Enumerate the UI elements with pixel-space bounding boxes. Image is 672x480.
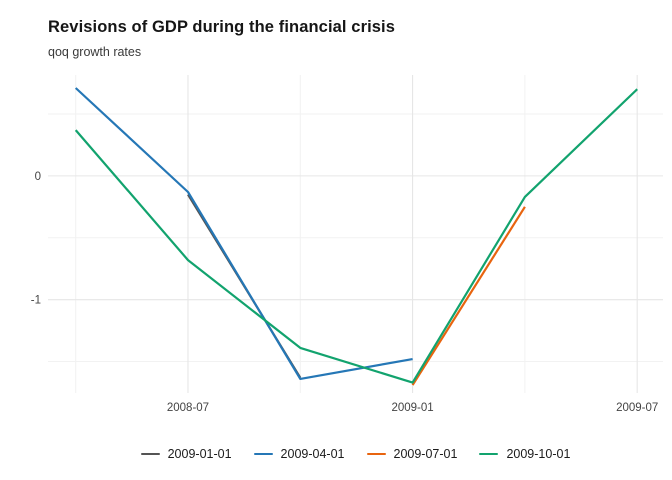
gridlines-major	[48, 75, 663, 393]
legend: 2009-01-01 2009-04-01 2009-07-01 2009-10-01	[48, 443, 663, 465]
legend-item-2009-10-01: 2009-10-01	[479, 447, 570, 461]
x-tick-label: 2008-07	[167, 402, 209, 414]
legend-line-swatch	[140, 452, 160, 456]
legend-item-2009-04-01: 2009-04-01	[253, 447, 345, 461]
series-line-2009-10-01	[74, 88, 638, 384]
x-tick-label: 2009-01	[391, 402, 433, 414]
y-tick-label: 0	[35, 171, 41, 183]
legend-label: 2009-07-01	[393, 447, 458, 461]
plot-area: 0 -1 2008-07 2009-01 2009-07	[31, 75, 663, 414]
series-line-2009-04-01	[74, 87, 413, 380]
gridlines-minor	[48, 75, 663, 393]
legend-line-swatch	[479, 452, 499, 456]
x-tick-label: 2009-07	[616, 402, 658, 414]
y-tick-label: -1	[31, 295, 41, 307]
series-line-2009-07-01	[411, 206, 526, 386]
series-lines	[74, 87, 638, 386]
legend-label: 2009-04-01	[280, 447, 345, 461]
legend-line-swatch	[253, 452, 273, 456]
chart-title: Revisions of GDP during the financial cr…	[48, 18, 396, 36]
chart-subtitle: qoq growth rates	[48, 45, 142, 59]
legend-label: 2009-10-01	[506, 447, 571, 461]
legend-label: 2009-01-01	[167, 447, 232, 461]
legend-item-2009-01-01: 2009-01-01	[140, 447, 232, 461]
legend-line-swatch	[366, 452, 386, 456]
legend-item-2009-07-01: 2009-07-01	[366, 447, 458, 461]
axis-tick-labels: 0 -1 2008-07 2009-01 2009-07	[31, 171, 659, 414]
